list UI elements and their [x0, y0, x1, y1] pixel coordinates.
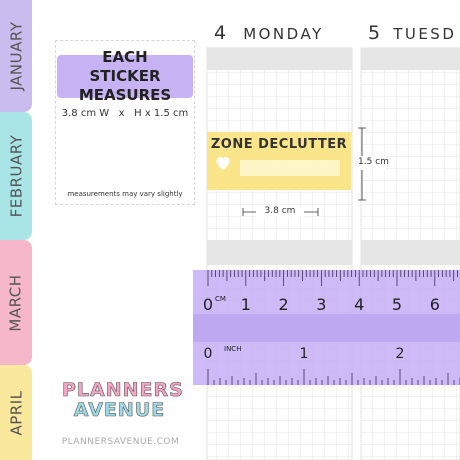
- cm-label: 1: [241, 295, 251, 314]
- day-number: 5: [368, 22, 381, 44]
- cm-unit: CM: [215, 295, 226, 303]
- day-number: 4: [214, 22, 227, 44]
- tab[interactable]: APRIL: [0, 365, 32, 460]
- gray-bar: [207, 48, 352, 70]
- brand-url: PLANNERSAVENUE.COM: [61, 437, 180, 447]
- tab[interactable]: JANUARY: [0, 0, 32, 112]
- inch-label: 2: [396, 346, 405, 362]
- day-name: MONDAY: [243, 25, 324, 43]
- width-label: 3.8 cm: [264, 206, 296, 216]
- height-label: 1.5 cm: [358, 157, 389, 167]
- label-bg: [256, 206, 304, 218]
- tab[interactable]: MARCH: [0, 240, 32, 365]
- inch-label: 0: [204, 346, 213, 362]
- logo-line: PLANNERS: [62, 379, 184, 401]
- inch-unit: INCH: [224, 345, 241, 353]
- ruler-band: [193, 314, 460, 342]
- day-header: 5 TUESD: [368, 22, 456, 44]
- cm-label: 0: [203, 295, 213, 314]
- gray-bar: [361, 240, 460, 265]
- gray-bar: [361, 48, 460, 70]
- label-bg: [356, 156, 386, 170]
- info-title-box: EACH STICKER MEASURES: [57, 48, 193, 104]
- info-box: [55, 40, 195, 205]
- day-name: TUESD: [393, 25, 457, 43]
- inch-label: 1: [300, 346, 309, 362]
- cm-label: 2: [279, 295, 289, 314]
- day-header: 4 MONDAY: [214, 22, 324, 44]
- gray-bar: [207, 240, 352, 265]
- heart-icon: [216, 157, 230, 170]
- cm-label: 6: [430, 295, 440, 314]
- cm-label: 3: [316, 295, 326, 314]
- sticker-field: [240, 160, 340, 176]
- tab[interactable]: FEBRUARY: [0, 112, 32, 240]
- cm-label: 5: [392, 295, 402, 314]
- logo-line: AVENUE: [73, 399, 166, 421]
- info-title: EACH STICKER MEASURES: [78, 48, 172, 104]
- info-dimensions: 3.8 cm W x H x 1.5 cm: [61, 108, 189, 119]
- cm-label: 4: [354, 295, 364, 314]
- sticker-title: ZONE DECLUTTER: [210, 137, 348, 152]
- brand-logo: PLANNERS AVENUE: [62, 379, 184, 421]
- info-note: measurements may vary slightly: [67, 190, 183, 198]
